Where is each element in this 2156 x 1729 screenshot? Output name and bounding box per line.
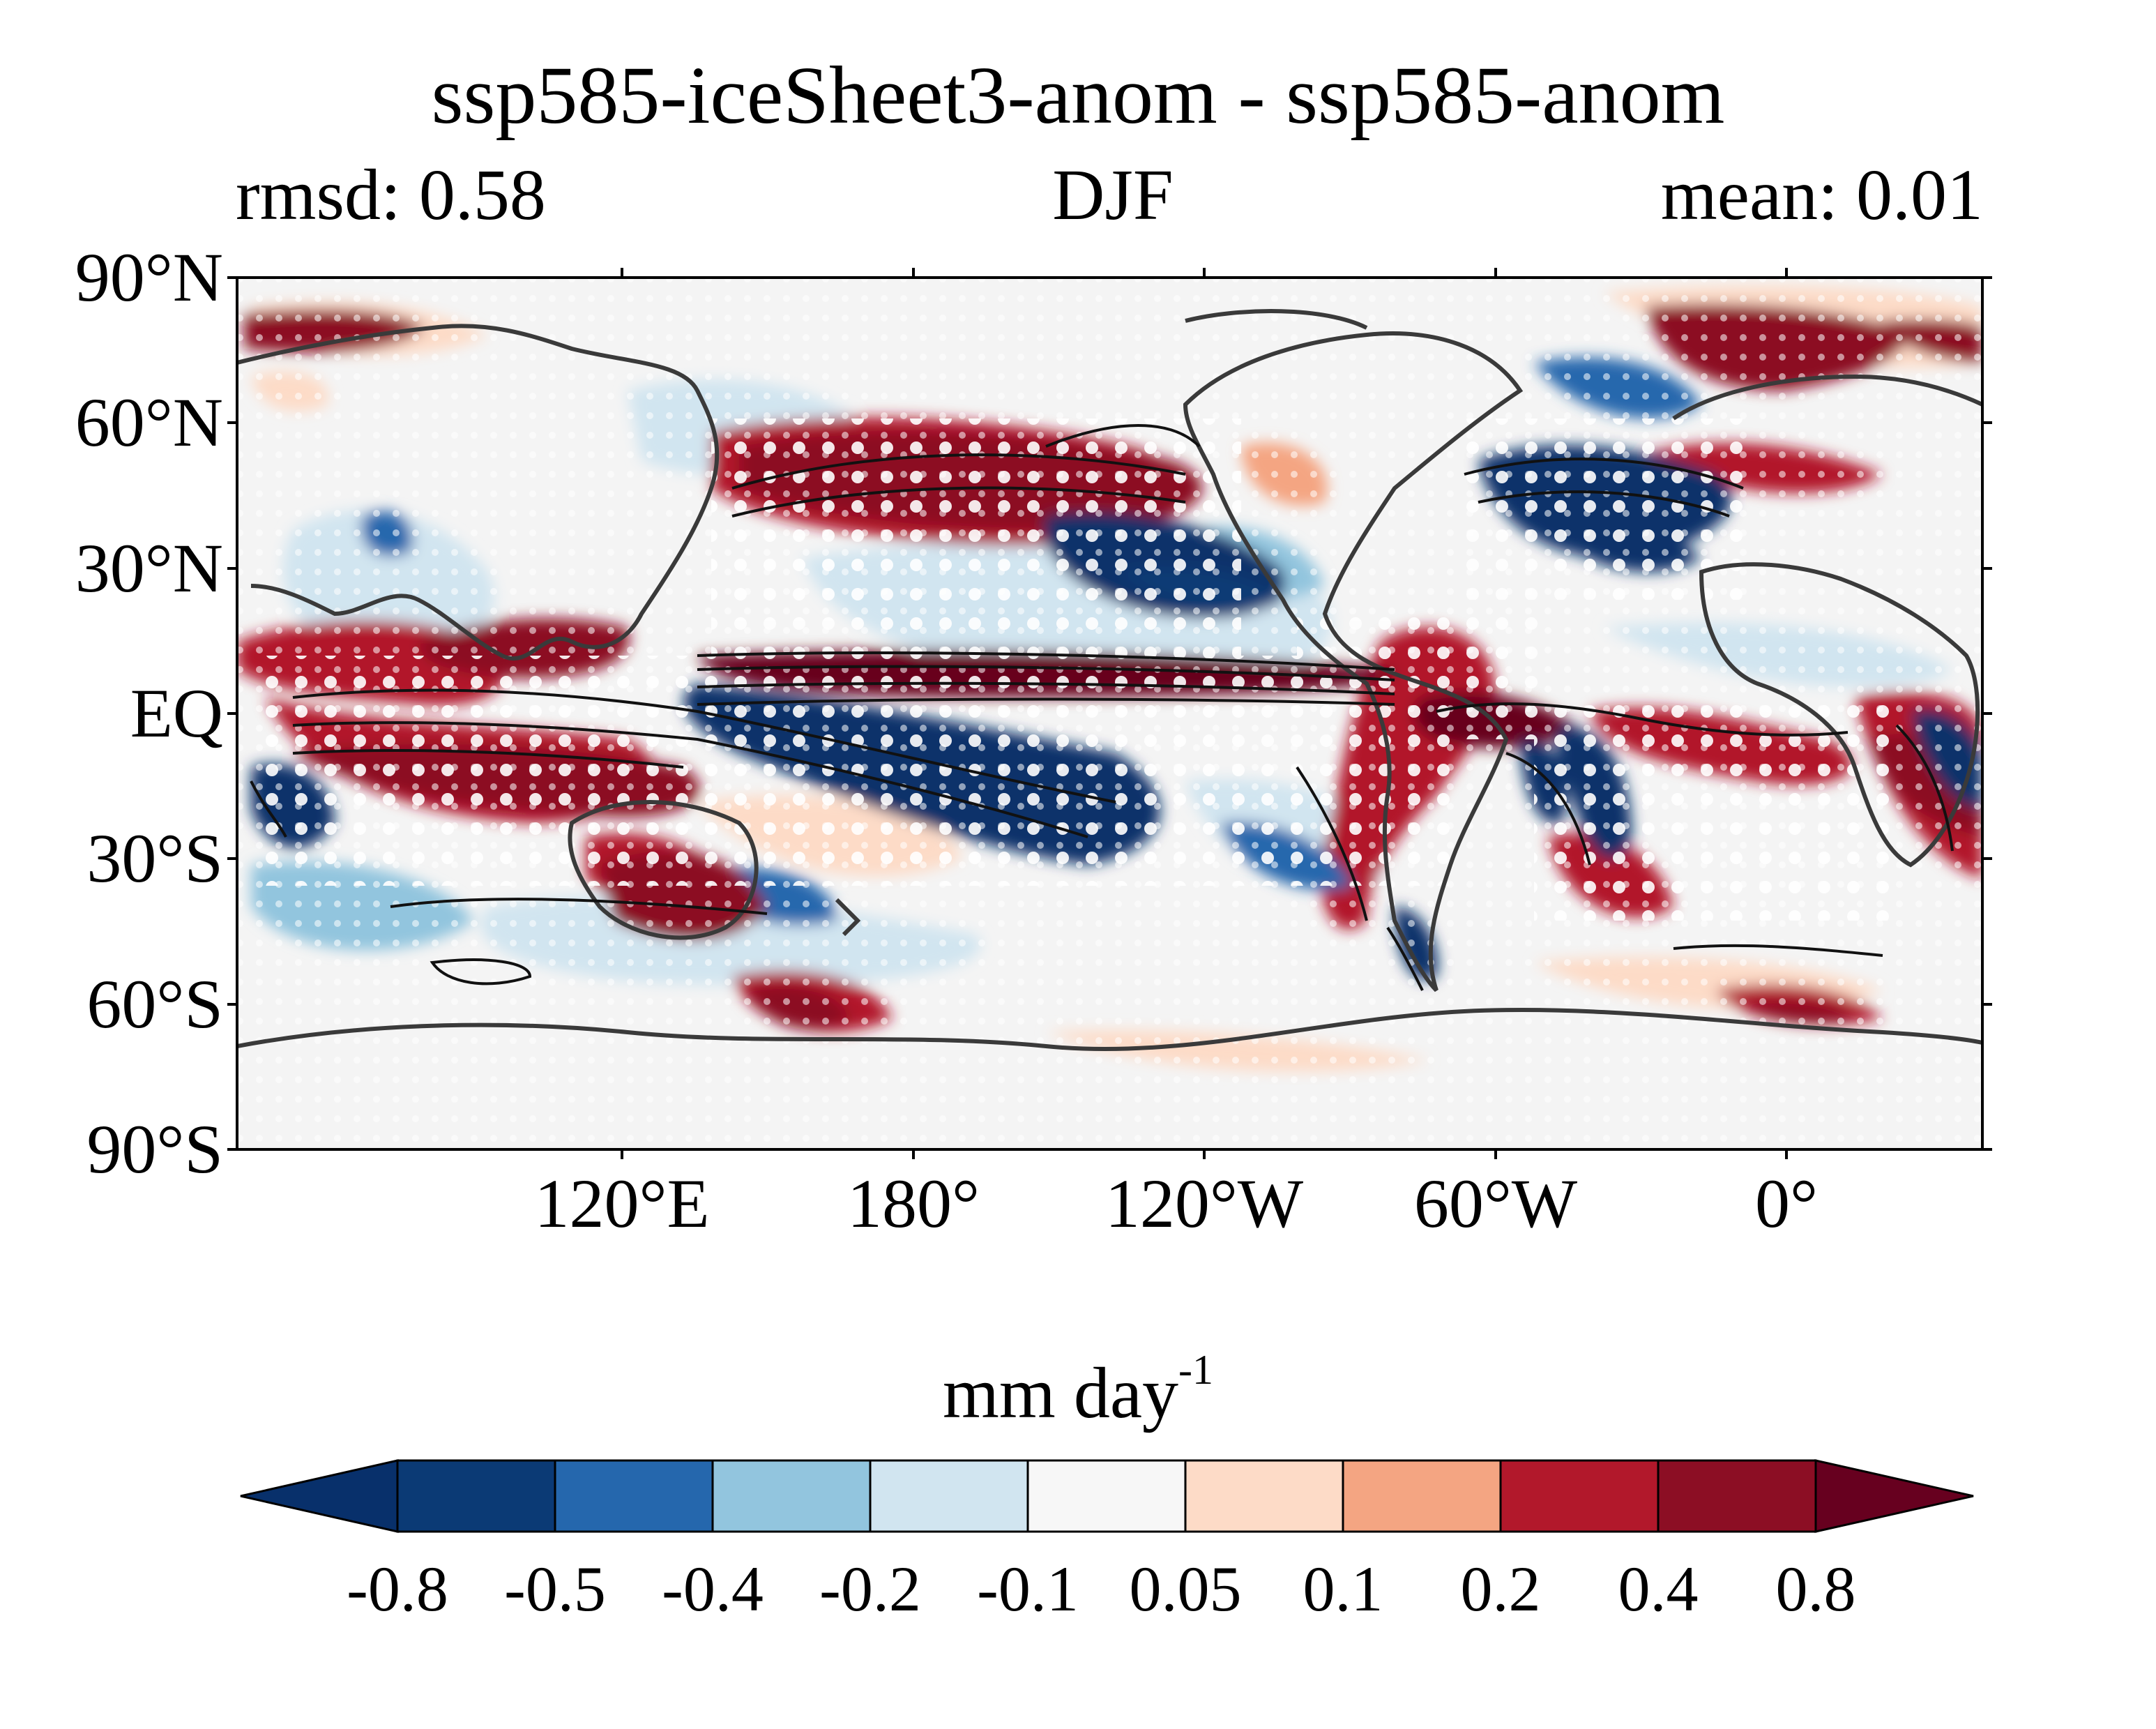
colorbar-bin	[396, 1459, 556, 1533]
lat-label: 30°N	[75, 529, 223, 607]
colorbar-units-exponent: -1	[1178, 1347, 1213, 1393]
colorbar-bin	[1499, 1459, 1660, 1533]
colorbar-tick-label: 0.05	[1129, 1553, 1242, 1624]
colorbar-tick-label: -0.4	[662, 1553, 764, 1624]
lon-label: 180°	[847, 1165, 980, 1242]
lat-label: 60°N	[75, 384, 223, 461]
colorbar-bin	[711, 1459, 872, 1533]
lon-label: 0°	[1755, 1165, 1818, 1242]
colorbar-tick-label: 0.2	[1460, 1553, 1541, 1624]
colorbar-bin	[1657, 1459, 1817, 1533]
contour-lines	[250, 424, 1954, 991]
colorbar-bin	[1184, 1459, 1344, 1533]
colorbar-min-arrow	[240, 1459, 399, 1533]
colorbar-units: mm day-1	[0, 1347, 2156, 1435]
mean-label: mean: 0.01	[1660, 155, 1983, 235]
colorbar-tick-label: -0.5	[504, 1553, 606, 1624]
map-field	[237, 278, 1982, 1149]
lat-label: 30°S	[86, 820, 223, 897]
lat-label: 60°S	[86, 965, 223, 1043]
lat-label: EQ	[130, 674, 223, 752]
colorbar-tick-label: 0.8	[1775, 1553, 1856, 1624]
lat-label: 90°N	[75, 239, 223, 316]
season-label: DJF	[1052, 155, 1174, 235]
colorbar-bin	[1342, 1459, 1502, 1533]
colorbar-max-arrow	[1814, 1459, 1974, 1533]
colorbar-bin	[554, 1459, 714, 1533]
colorbar-tick-label: 0.1	[1303, 1553, 1383, 1624]
colorbar-bin	[1026, 1459, 1187, 1533]
lon-label: 120°E	[534, 1165, 710, 1242]
colorbar-bin	[869, 1459, 1029, 1533]
lon-label: 120°W	[1104, 1165, 1304, 1242]
coastlines	[237, 309, 1982, 1051]
colorbar-tick-label: 0.4	[1618, 1553, 1699, 1624]
colorbar	[240, 1459, 1974, 1533]
rmsd-label: rmsd: 0.58	[236, 155, 546, 235]
colorbar-tick-label: -0.2	[819, 1553, 921, 1624]
map-title: ssp585-iceSheet3-anom - ssp585-anom	[431, 50, 1725, 141]
axis-ticks	[227, 268, 1992, 1159]
colorbar-units-text: mm day	[943, 1353, 1178, 1433]
colorbar-tick-label: -0.8	[347, 1553, 448, 1624]
colorbar-tick-label: -0.1	[977, 1553, 1079, 1624]
lat-label: 90°S	[86, 1110, 223, 1188]
lon-label: 60°W	[1413, 1165, 1578, 1242]
